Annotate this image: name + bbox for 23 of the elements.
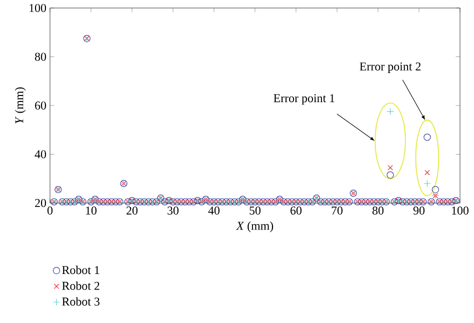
x-tick-label: 90: [413, 206, 425, 215]
legend-label: Robot 2: [62, 281, 100, 290]
x-tick-label: 60: [290, 206, 302, 215]
x-tick-label: 10: [86, 206, 97, 215]
y-axis-title: Y (mm): [14, 87, 26, 124]
y-tick-label: 20: [35, 198, 46, 208]
y-tick-label: 40: [34, 150, 46, 158]
x-tick-label: 30: [168, 206, 179, 215]
x-axis-title: X (mm): [236, 221, 274, 232]
y-tick-label: 60: [35, 101, 46, 110]
x-tick-label: 50: [250, 206, 261, 215]
x-tick-label: 80: [372, 206, 384, 215]
legend-label: Robot 3: [62, 297, 100, 306]
x-tick-label: 100: [452, 206, 469, 215]
y-tick-label: 80: [34, 52, 46, 61]
x-tick-label: 20: [126, 206, 138, 215]
legend-label: Robot 1: [62, 266, 100, 274]
x-tick-label: 40: [208, 206, 220, 215]
annotation: Error point 2: [360, 62, 421, 73]
y-tick-label: 100: [30, 4, 46, 12]
annotation: Error point 1: [274, 94, 334, 105]
x-tick-label: 0: [47, 206, 53, 215]
x-tick-label: 70: [332, 206, 343, 215]
